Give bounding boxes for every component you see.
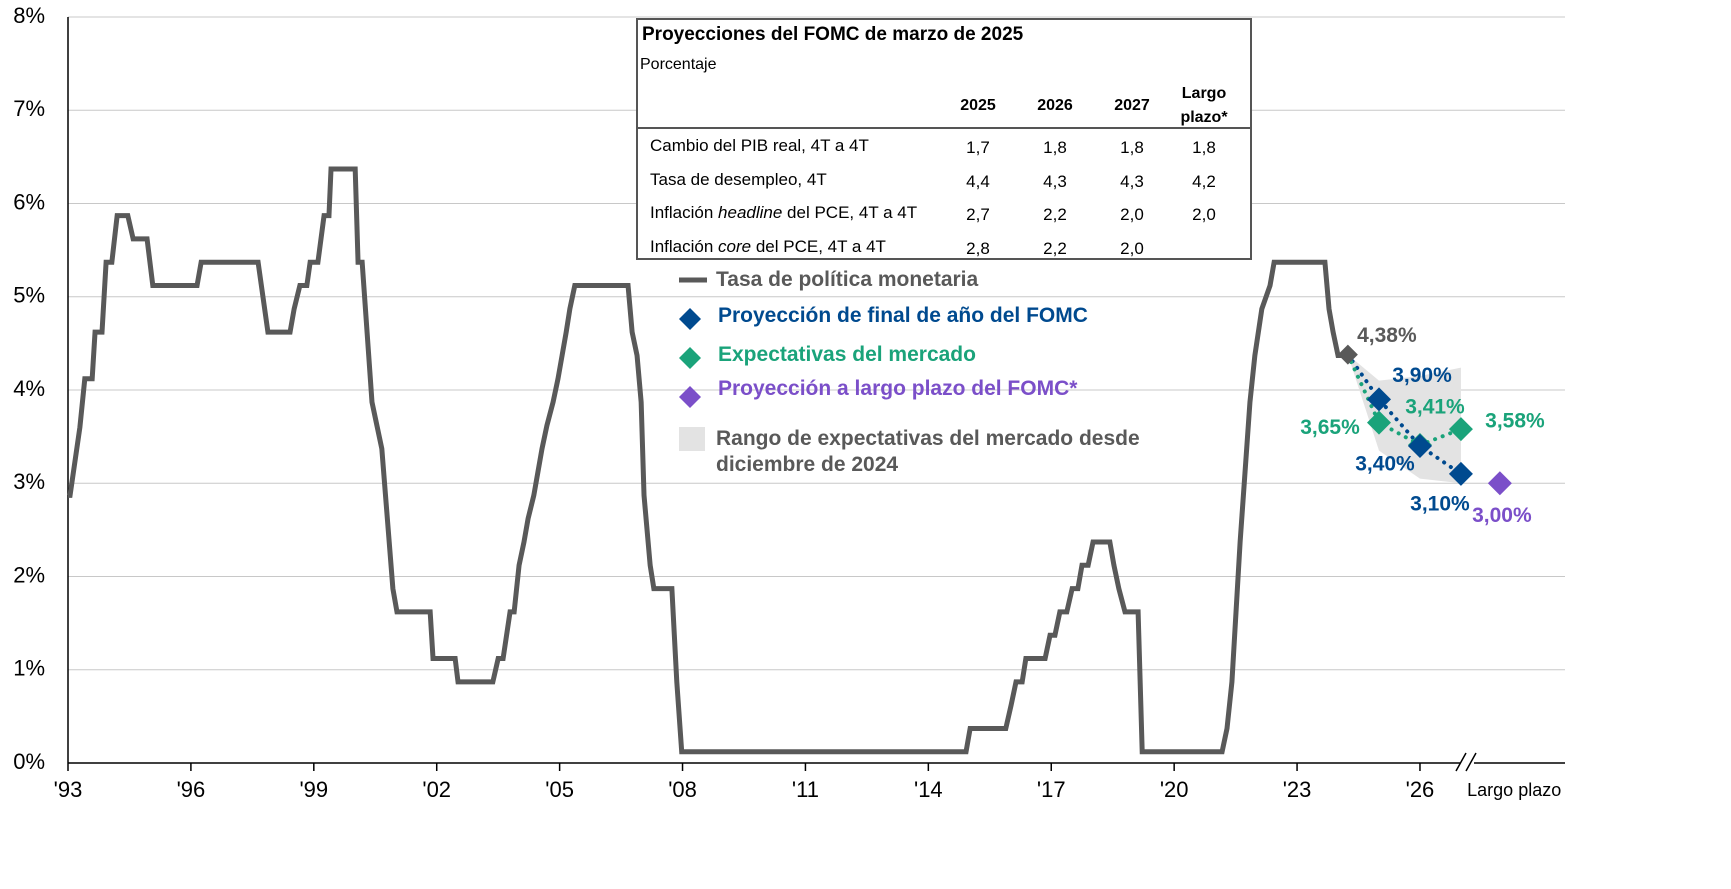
cell: 4,3 xyxy=(1043,171,1067,191)
y-tick-label: 8% xyxy=(13,3,45,28)
projection-table: Proyecciones del FOMC de marzo de 2025 Po… xyxy=(636,18,1252,260)
column-header: 2025 xyxy=(960,97,996,114)
cell: 2,7 xyxy=(966,205,990,224)
y-tick-label: 1% xyxy=(13,656,45,681)
value-label: 3,41% xyxy=(1405,396,1465,419)
value-label: 3,00% xyxy=(1472,504,1532,527)
cell: 1,8 xyxy=(1043,138,1067,157)
annotation: 4,38% xyxy=(1357,324,1417,347)
legend-swatch xyxy=(679,386,701,408)
projection-point xyxy=(1448,417,1473,442)
y-tick-label: 7% xyxy=(13,96,45,121)
row-label-part: Cambio del PIB real, 4T a 4T xyxy=(650,136,869,155)
row-label-part: core xyxy=(718,236,752,256)
x-tick-label: Largo plazo xyxy=(1467,780,1561,800)
row-label-part: del PCE, 4T a 4T xyxy=(782,203,918,222)
x-tick-label: '96 xyxy=(177,777,206,802)
cell: 4,2 xyxy=(1192,171,1216,191)
row-label-part: del PCE, 4T a 4T xyxy=(751,236,886,256)
projection-point xyxy=(1448,461,1473,486)
x-tick-label: '02 xyxy=(422,777,451,802)
cell: 1,7 xyxy=(966,138,990,157)
range-area xyxy=(1347,354,1461,484)
y-tick-label: 2% xyxy=(13,562,45,587)
y-tick-label: 0% xyxy=(13,749,45,774)
row-label: Inflación core del PCE, 4T a 4T xyxy=(650,237,886,257)
x-tick-label: '20 xyxy=(1160,777,1189,802)
column-header: 2026 xyxy=(1037,97,1073,114)
legend-label: Proyección a largo plazo del FOMC* xyxy=(718,377,1078,400)
row-label: Cambio del PIB real, 4T a 4T xyxy=(650,136,869,156)
projection-point xyxy=(1367,387,1392,412)
legend-label: Proyección de final de año del FOMC xyxy=(718,304,1088,327)
policy-rate-line xyxy=(67,166,1348,755)
projection-dotted-line xyxy=(1345,352,1463,448)
y-tick-label: 5% xyxy=(13,283,45,308)
cell: 2,2 xyxy=(1043,205,1067,224)
value-label: 3,40% xyxy=(1355,452,1415,475)
cell: 2,2 xyxy=(1043,238,1067,258)
legend-label: Rango de expectativas del mercado desde … xyxy=(716,427,1140,476)
table-divider xyxy=(638,127,1250,129)
value-label: 3,58% xyxy=(1485,410,1545,433)
cell: 2,0 xyxy=(1192,205,1216,224)
start-point xyxy=(1337,344,1358,365)
legend-swatch xyxy=(679,308,701,330)
row-label-part: Inflación xyxy=(650,236,719,256)
legend-swatch xyxy=(679,427,705,451)
column-header: 2027 xyxy=(1114,97,1150,114)
x-tick-label: '93 xyxy=(54,777,83,802)
cell: 2,8 xyxy=(966,238,990,258)
x-tick-label: '17 xyxy=(1037,777,1066,802)
y-tick-label: 3% xyxy=(13,469,45,494)
x-tick-label: '08 xyxy=(668,777,697,802)
x-tick-label: '26 xyxy=(1406,777,1435,802)
projection-point xyxy=(1367,410,1392,435)
row-label: Tasa de desempleo, 4T xyxy=(650,170,827,190)
table-subtitle: Porcentaje xyxy=(640,56,717,73)
x-tick-label: '11 xyxy=(792,777,819,802)
x-tick-label: '99 xyxy=(299,777,328,802)
cell: 2,0 xyxy=(1120,205,1144,224)
row-label: Inflación headline del PCE, 4T a 4T xyxy=(650,203,917,223)
x-tick-label: '23 xyxy=(1283,777,1312,802)
value-label: 3,90% xyxy=(1392,364,1452,387)
column-header: Largo plazo* xyxy=(1180,85,1228,126)
cell: 4,3 xyxy=(1120,171,1144,191)
table-title: Proyecciones del FOMC de marzo de 2025 xyxy=(642,24,1024,45)
cell: 4,4 xyxy=(966,171,990,191)
row-label-part: Tasa de desempleo, 4T xyxy=(650,169,827,189)
cell: 2,0 xyxy=(1120,238,1144,258)
x-tick-label: '14 xyxy=(914,777,943,802)
y-tick-label: 4% xyxy=(13,376,45,401)
projection-point xyxy=(1407,433,1432,458)
cell: 1,8 xyxy=(1120,138,1144,157)
value-label: 3,10% xyxy=(1410,492,1470,515)
cell: 1,8 xyxy=(1192,138,1216,157)
projection-point xyxy=(1487,471,1512,496)
row-label-part: headline xyxy=(718,203,783,222)
axis-break xyxy=(1455,752,1477,772)
legend-swatch xyxy=(679,347,701,369)
legend-label: Expectativas del mercado xyxy=(718,343,976,366)
y-tick-label: 6% xyxy=(13,189,45,214)
value-label: 3,65% xyxy=(1300,416,1360,439)
legend-label: Tasa de política monetaria xyxy=(716,268,979,291)
x-tick-label: '05 xyxy=(545,777,574,802)
row-label-part: Inflación xyxy=(650,203,719,222)
